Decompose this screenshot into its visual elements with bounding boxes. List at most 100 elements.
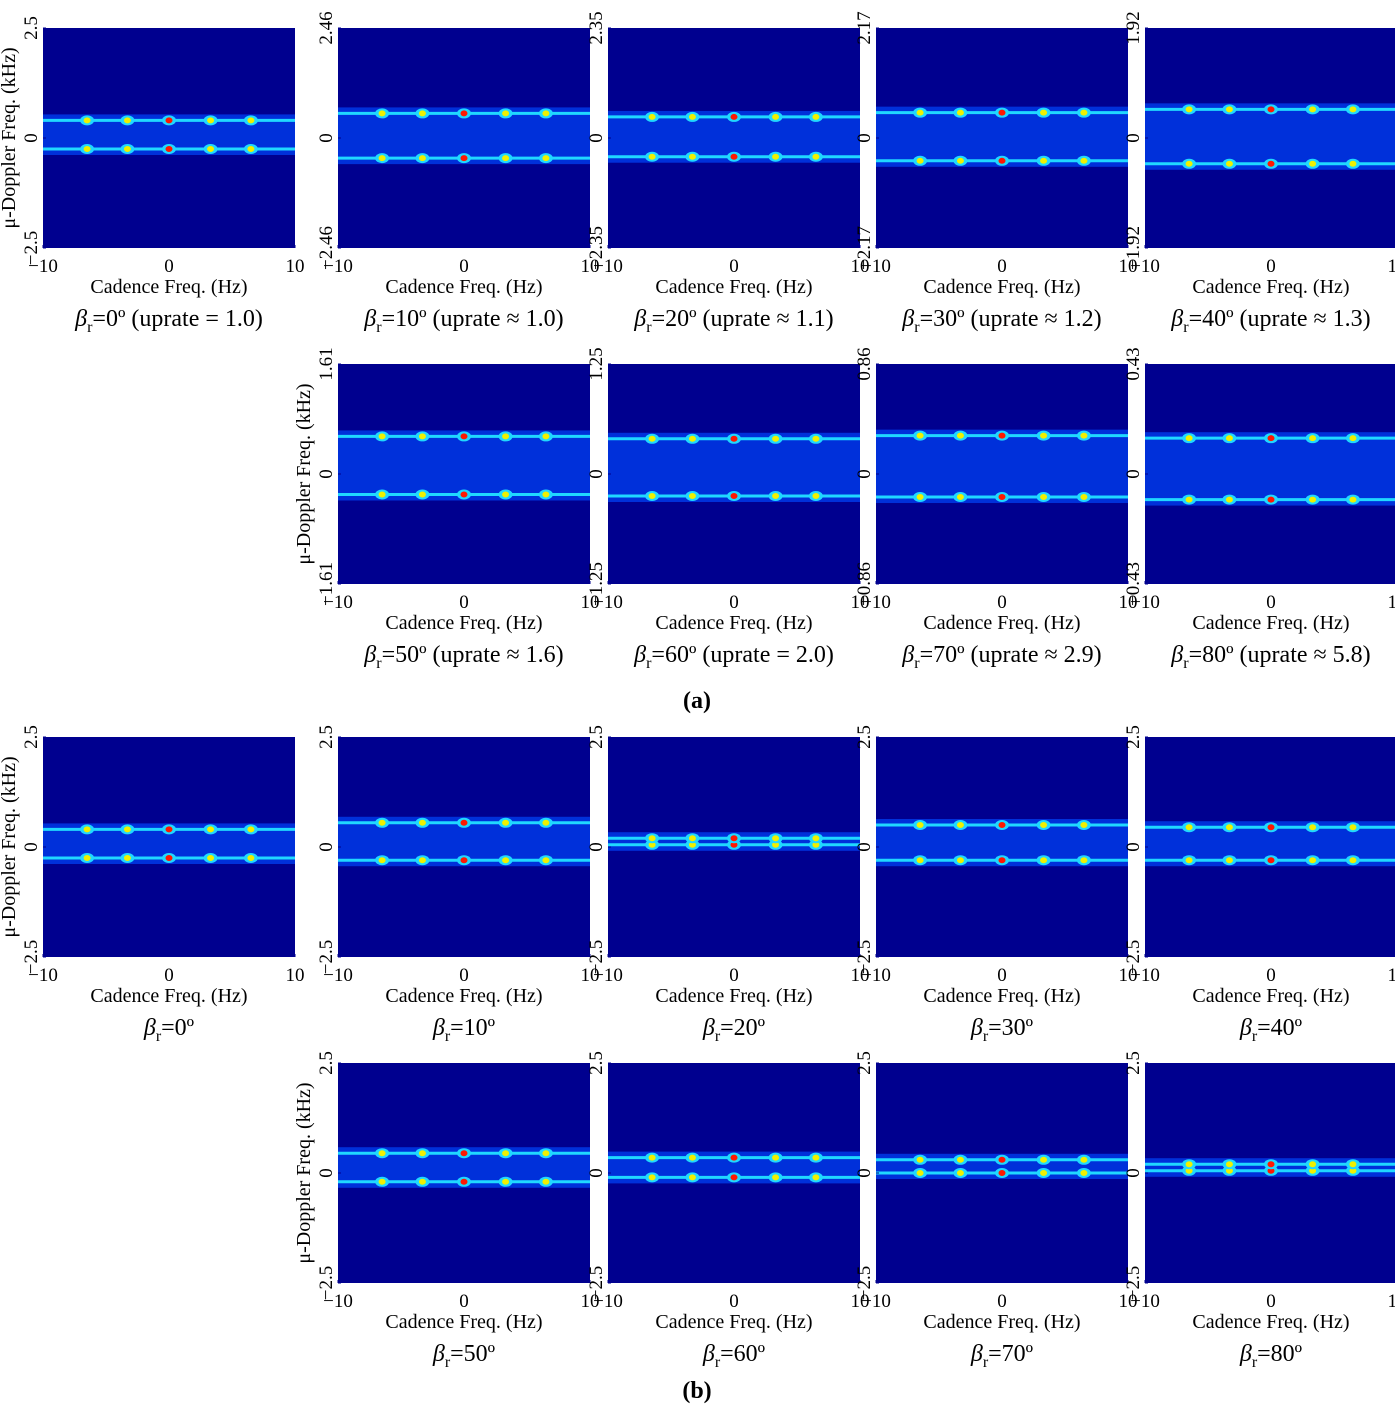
- peak-core: [460, 110, 468, 117]
- x-tick-label: 10: [286, 256, 305, 277]
- caption: βr=20º (uprate ≈ 1.1): [633, 306, 833, 336]
- peak-core: [730, 153, 738, 160]
- peak-core: [1267, 160, 1275, 167]
- peak-core: [688, 153, 696, 160]
- peak-core: [502, 857, 510, 864]
- y-tick-label: −2.5: [316, 940, 337, 974]
- peak-core: [123, 855, 131, 861]
- x-tick-label: 0: [729, 1291, 739, 1312]
- peak-core: [378, 819, 386, 826]
- peak-core: [1267, 1167, 1275, 1174]
- peak-core: [1040, 857, 1048, 864]
- y-tick-label: 1.25: [586, 347, 607, 380]
- y-tick-label: 2.35: [586, 11, 607, 44]
- y-tick-label: 0: [316, 842, 337, 852]
- caption: βr=40º: [1239, 1015, 1303, 1045]
- x-tick-label: 0: [997, 256, 1007, 277]
- peak-core: [812, 153, 820, 160]
- x-axis-label: Cadence Freq. (Hz): [923, 612, 1080, 634]
- peak-core: [502, 110, 510, 117]
- panel: −10 0 10 −2.5 0 2.5 Cadence Freq. (Hz) μ-Dopple…: [293, 1051, 600, 1371]
- peak-core: [812, 1154, 820, 1161]
- peak-core: [956, 109, 964, 116]
- peak-core: [916, 857, 924, 864]
- peak-core: [1185, 824, 1193, 831]
- peak-core: [207, 117, 215, 124]
- peak-core: [1349, 106, 1357, 113]
- peak-core: [418, 155, 426, 162]
- band: [876, 429, 1128, 504]
- caption: βr=0º: [143, 1015, 195, 1045]
- panel: −10 0 10 −2.5 0 2.5 Cadence Freq. (Hz) μ-Dopple…: [0, 16, 305, 336]
- peak-core: [1267, 1161, 1275, 1168]
- peak-core: [916, 1170, 924, 1176]
- x-tick-label: 0: [997, 592, 1007, 613]
- y-tick-label: 0: [586, 1168, 607, 1178]
- x-axis-label: Cadence Freq. (Hz): [923, 1311, 1080, 1333]
- y-tick-label: 2.5: [316, 1051, 337, 1075]
- x-tick-label: −10: [593, 592, 623, 613]
- band: [608, 432, 860, 502]
- panel: −10 0 10 −2.5 0 2.5 Cadence Freq. (Hz) βr=60º: [586, 1051, 870, 1371]
- peak-core: [378, 491, 386, 498]
- peak-core: [460, 491, 468, 498]
- x-tick-label: 0: [164, 965, 174, 986]
- x-axis-label: Cadence Freq. (Hz): [1192, 1311, 1349, 1333]
- peak-core: [1080, 494, 1088, 501]
- caption-symbol: β: [74, 306, 87, 332]
- peak-core: [772, 1174, 780, 1181]
- caption-symbol: β: [970, 1341, 983, 1367]
- peak-core: [812, 435, 820, 442]
- peak-core: [730, 435, 738, 442]
- x-tick-label: −10: [861, 1291, 891, 1312]
- peak-core: [1080, 1170, 1088, 1176]
- caption-subscript: r: [983, 1354, 989, 1371]
- y-tick-label: 1.61: [316, 347, 337, 380]
- x-axis-label: Cadence Freq. (Hz): [923, 985, 1080, 1007]
- caption-subscript: r: [983, 1028, 989, 1045]
- caption: βr=10º: [432, 1015, 496, 1045]
- panel: −10 0 10 −1.25 0 1.25 Cadence Freq. (Hz) βr=60º…: [586, 347, 870, 672]
- x-tick-label: 0: [459, 256, 469, 277]
- peak-core: [1225, 824, 1233, 831]
- caption-symbol: β: [1239, 1341, 1252, 1367]
- peak-core: [1040, 157, 1048, 164]
- peak-core: [1185, 160, 1193, 167]
- peak-core: [730, 113, 738, 120]
- x-axis-label: Cadence Freq. (Hz): [923, 276, 1080, 298]
- x-tick-label: 10: [851, 592, 870, 613]
- caption-text: =40º (uprate ≈ 1.3): [1189, 306, 1371, 332]
- y-tick-label: 2.5: [854, 725, 875, 749]
- x-tick-label: −10: [1130, 1291, 1160, 1312]
- caption-text: =10º (uprate ≈ 1.0): [382, 306, 564, 332]
- x-tick-label: −10: [593, 256, 623, 277]
- y-tick-label: 2.5: [854, 1051, 875, 1075]
- panel: −10 0 10 −2.5 0 2.5 Cadence Freq. (Hz) βr=20º: [586, 725, 870, 1045]
- peak-core: [1185, 435, 1193, 442]
- y-tick-label: 0: [316, 1168, 337, 1178]
- peak-core: [378, 1150, 386, 1157]
- caption: βr=10º (uprate ≈ 1.0): [363, 306, 563, 336]
- y-tick-label: 2.5: [316, 725, 337, 749]
- caption: βr=70º: [970, 1341, 1034, 1371]
- caption-subscript: r: [445, 1354, 451, 1371]
- x-tick-label: 10: [1388, 256, 1395, 277]
- peak-core: [1225, 1161, 1233, 1168]
- peak-core: [1267, 106, 1275, 113]
- y-tick-label: −2.5: [586, 940, 607, 974]
- peak-core: [648, 1154, 656, 1161]
- peak-core: [418, 1178, 426, 1185]
- peak-core: [956, 157, 964, 164]
- peak-core: [812, 493, 820, 499]
- x-tick-label: 0: [729, 965, 739, 986]
- caption-subscript: r: [1183, 655, 1189, 672]
- peak-core: [772, 835, 780, 842]
- peak-core: [688, 835, 696, 842]
- caption-subscript: r: [646, 319, 652, 336]
- caption: βr=0º (uprate = 1.0): [74, 306, 263, 336]
- caption-symbol: β: [970, 1015, 983, 1041]
- peak-core: [648, 1174, 656, 1181]
- caption-subscript: r: [1183, 319, 1189, 336]
- peak-core: [378, 1178, 386, 1185]
